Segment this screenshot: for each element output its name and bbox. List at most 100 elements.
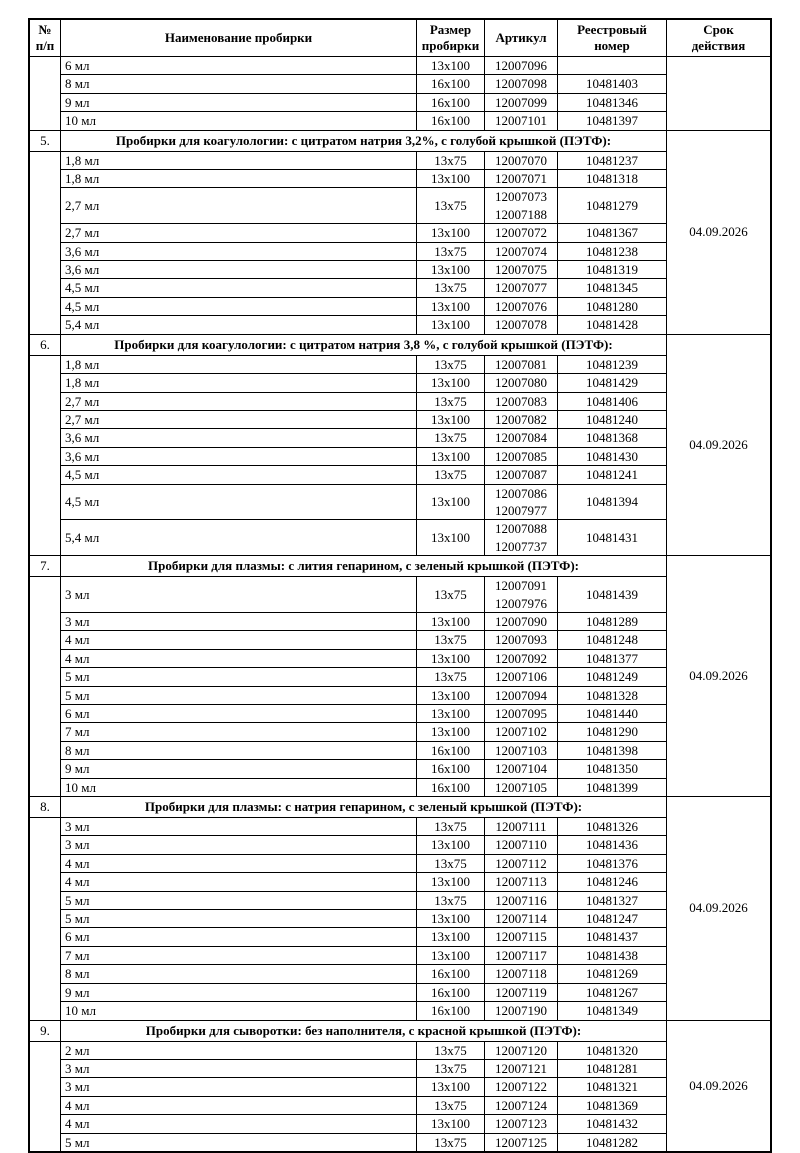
table-row: 5 мл 13x75 12007116 10481327 [60,891,666,911]
registry-cell: 10481406 [557,392,666,410]
validity-cell: 04.09.2026 [666,130,770,334]
article-cell: 12007092 [484,649,557,668]
article-cell: 12007121 [484,1059,557,1078]
table-row: 1,8 мл 13x100 12007080 10481429 [60,374,666,393]
tube-size-cell: 13x75 [416,1133,484,1151]
tube-name-cell: 9 мл [60,760,416,778]
registry-cell: 10481398 [557,741,666,760]
registry-cell: 10481437 [557,928,666,946]
section-body: Пробирки для сыворотки: без наполнителя,… [60,1020,666,1151]
tube-size-cell: 13x100 [416,224,484,242]
tube-name-cell: 7 мл [60,946,416,965]
table-row: 10 мл 16x100 12007190 10481349 [60,1002,666,1020]
article-cell: 12007076 [484,297,557,316]
tube-name-cell: 2,7 мл [60,188,416,224]
article-cell: 12007190 [484,1002,557,1020]
table-row: 2 мл 13x75 12007120 10481320 [60,1041,666,1060]
registry-cell: 10481429 [557,374,666,392]
tube-size-cell: 13x75 [416,392,484,410]
registry-cell: 10481246 [557,873,666,891]
article-cell: 12007083 [484,392,557,410]
registry-cell [557,57,666,75]
continuation-band: 6 мл 13x100 12007096 8 мл 16x100 1200709… [30,57,770,131]
article-cell: 12007112 [484,854,557,873]
tube-name-cell: 4 мл [60,1096,416,1115]
tube-name-cell: 7 мл [60,723,416,741]
rows-container: 3 мл 13x75 12007111 10481326 3 мл 13x100… [60,818,666,1020]
tube-size-cell: 13x100 [416,316,484,334]
tube-name-cell: 1,8 мл [60,151,416,170]
tube-name-cell: 3 мл [60,818,416,836]
article-cell: 12007085 [484,447,557,466]
registry-cell: 10481394 [557,484,666,520]
tube-name-cell: 10 мл [60,778,416,797]
tube-size-cell: 16x100 [416,741,484,760]
table-row: 4,5 мл 13x100 12007076 10481280 [60,297,666,317]
table-row: 1,8 мл 13x100 12007071 10481318 [60,170,666,189]
article-cell: 12007118 [484,965,557,983]
article-cell: 12007106 [484,668,557,686]
registry-cell: 10481249 [557,668,666,686]
registry-cell: 10481247 [557,910,666,928]
tube-name-cell: 4 мл [60,631,416,649]
section-number-column: 7. [30,556,60,796]
article-cell: 12007122 [484,1078,557,1096]
tube-size-cell: 13x75 [416,242,484,261]
table-row: 2,7 мл 13x100 12007072 10481367 [60,224,666,243]
registry-cell: 10481248 [557,631,666,649]
tube-size-cell: 16x100 [416,112,484,130]
rows-container: 1,8 мл 13x75 12007070 10481237 1,8 мл 13… [60,151,666,334]
col-header-article: Артикул [484,20,557,56]
registry-cell: 10481438 [557,946,666,965]
table-row: 5,4 мл 13x100 12007088 12007737 10481431 [60,520,666,556]
tube-name-cell: 4 мл [60,854,416,873]
article-cell: 12007087 [484,466,557,484]
registry-cell: 10481290 [557,723,666,741]
tube-size-cell: 13x75 [416,891,484,910]
registry-cell: 10481377 [557,649,666,668]
registry-cell: 10481369 [557,1096,666,1115]
registry-cell: 10481238 [557,242,666,261]
table-row: 2,7 мл 13x100 12007082 10481240 [60,410,666,430]
tube-size-cell: 13x75 [416,818,484,836]
tube-size-cell: 13x100 [416,374,484,392]
article-cell: 12007110 [484,836,557,854]
table-row: 1,8 мл 13x75 12007081 10481239 [60,355,666,375]
article-cell: 12007113 [484,873,557,891]
tube-size-cell: 13x100 [416,910,484,928]
table-row: 9 мл 16x100 12007099 10481346 [60,93,666,113]
tube-name-cell: 1,8 мл [60,374,416,392]
section-title: Пробирки для коагулологии: с цитратом на… [60,334,666,356]
registry-cell: 10481403 [557,75,666,93]
tube-size-cell: 13x100 [416,170,484,188]
section-band: 8. Пробирки для плазмы: с натрия гепарин… [30,797,770,1021]
table-row: 8 мл 16x100 12007103 10481398 [60,741,666,761]
article-cell: 12007111 [484,818,557,836]
tube-name-cell: 5 мл [60,668,416,686]
tube-name-cell: 1,8 мл [60,170,416,188]
section-band: 5. Пробирки для коагулологии: с цитратом… [30,130,770,335]
article-cell: 12007096 [484,57,557,75]
rows-container: 3 мл 13x75 12007091 12007976 10481439 3 … [60,577,666,797]
registry-cell: 10481318 [557,170,666,188]
rows-container: 2 мл 13x75 12007120 10481320 3 мл 13x75 … [60,1041,666,1151]
tube-size-cell: 13x75 [416,1059,484,1078]
article-cell: 12007090 [484,612,557,631]
validity-cell: 04.09.2026 [666,1020,770,1151]
section-number: 6. [30,335,60,356]
table-row: 5 мл 13x100 12007114 10481247 [60,910,666,929]
registry-cell: 10481349 [557,1002,666,1020]
tube-size-cell: 13x100 [416,410,484,429]
tube-name-cell: 8 мл [60,741,416,760]
section-number-column: 5. [30,131,60,334]
rows-container: 6 мл 13x100 12007096 8 мл 16x100 1200709… [60,57,666,130]
table-row: 5 мл 13x100 12007094 10481328 [60,686,666,705]
tube-size-cell: 13x100 [416,484,484,520]
tube-size-cell: 13x75 [416,429,484,447]
tube-size-cell: 16x100 [416,778,484,797]
table-row: 4 мл 13x100 12007113 10481246 [60,873,666,892]
registry-cell: 10481432 [557,1115,666,1133]
article-cell: 12007103 [484,741,557,760]
col-header-num: № п/п [35,22,55,53]
col-header-registry: Реестровый номер [557,20,666,56]
